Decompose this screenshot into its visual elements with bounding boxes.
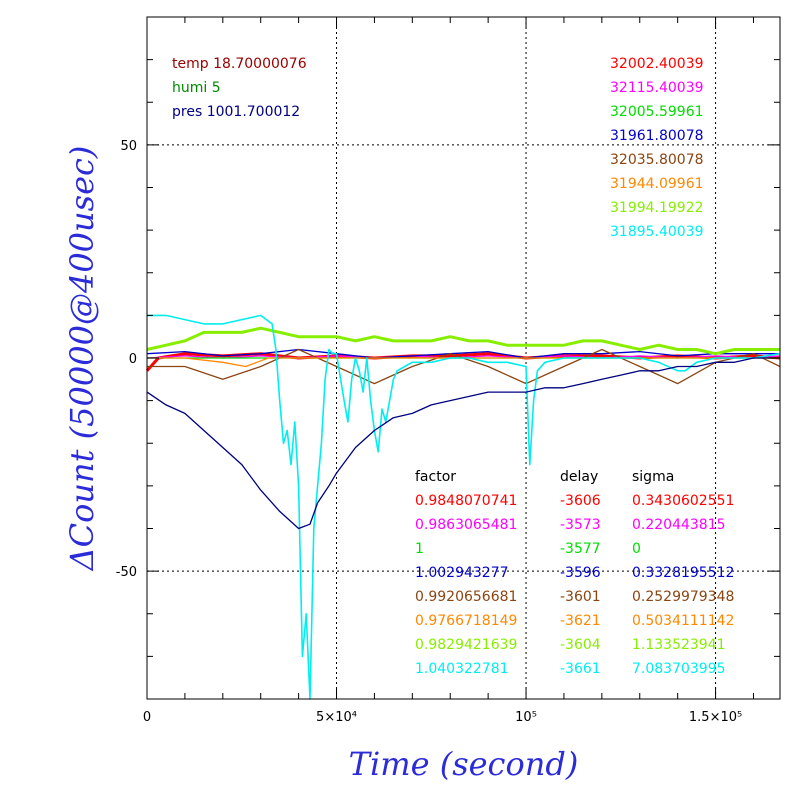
series-mean-label: 31944.09961	[610, 176, 704, 192]
x-tick-label: 0	[143, 710, 151, 725]
series-line-7	[146, 326, 780, 356]
series-delay: -3573	[560, 517, 601, 533]
series-mean-label: 32115.40039	[610, 80, 704, 96]
series-sigma: 1.133523941	[632, 637, 726, 653]
series-mean-label: 32005.59961	[610, 104, 704, 120]
y-tick-label: -50	[116, 565, 137, 580]
series-factor: 1.040322781	[415, 661, 509, 677]
series-sigma: 0.2529979348	[632, 589, 734, 605]
tick-labels: 0 5×10⁴ 10⁵ 1.5×10⁵ 50 0 -50	[116, 139, 742, 725]
series-mean-label: 31961.80078	[610, 128, 704, 144]
series-factor: 0.9863065481	[415, 517, 517, 533]
x-tick-label: 10⁵	[515, 710, 537, 725]
series-delay: -3604	[560, 637, 601, 653]
series-sigma: 0	[632, 541, 641, 557]
series-line-8	[147, 314, 781, 700]
table-header-delay: delay	[560, 469, 598, 485]
env-line: pres 1001.700012	[172, 104, 300, 120]
series-mean-label: 31994.19922	[610, 200, 704, 216]
x-tick-label: 5×10⁴	[316, 710, 357, 725]
series-factor: 0.9766718149	[415, 613, 517, 629]
series-factor: 1	[415, 541, 424, 557]
series-sigma: 7.083703995	[632, 661, 726, 677]
series-sigma: 0.5034111142	[632, 613, 734, 629]
series-delay: -3601	[560, 589, 601, 605]
series-lines	[145, 314, 781, 700]
series-sigma: 0.3328195512	[632, 565, 734, 581]
series-sigma: 0.220443815	[632, 517, 726, 533]
annotations: temp 18.70000076 humi 5 pres 1001.700012 32…	[172, 56, 734, 677]
y-axis-title: ΔCount (50000@400usec)	[63, 146, 101, 573]
series-factor: 0.9920656681	[415, 589, 517, 605]
y-tick-label: 50	[120, 139, 137, 154]
axis-ticks	[146, 16, 780, 700]
env-line: humi 5	[172, 80, 221, 96]
series-line-1	[145, 352, 781, 372]
table-header-sigma: sigma	[632, 469, 674, 485]
series-line-6	[147, 357, 780, 368]
series-factor: 1.002943277	[415, 565, 509, 581]
series-mean-label: 32002.40039	[610, 56, 704, 72]
series-factor: 0.9848070741	[415, 493, 517, 509]
series-delay: -3606	[560, 493, 601, 509]
x-tick-label: 1.5×10⁵	[689, 710, 742, 725]
series-line-5	[147, 348, 781, 385]
series-line-9	[146, 357, 780, 530]
series-delay: -3621	[560, 613, 601, 629]
series-mean-label: 31895.40039	[610, 224, 704, 240]
series-factor: 0.9829421639	[415, 637, 517, 653]
series-delay: -3596	[560, 565, 601, 581]
env-line: temp 18.70000076	[172, 56, 307, 72]
y-tick-label: 0	[129, 352, 137, 367]
series-sigma: 0.3430602551	[632, 493, 734, 509]
series-delay: -3661	[560, 661, 601, 677]
series-delay: -3577	[560, 541, 601, 557]
series-mean-label: 32035.80078	[610, 152, 704, 168]
table-header-factor: factor	[415, 469, 456, 485]
x-axis-title: Time (second)	[349, 745, 579, 783]
series-line-4	[146, 348, 780, 359]
